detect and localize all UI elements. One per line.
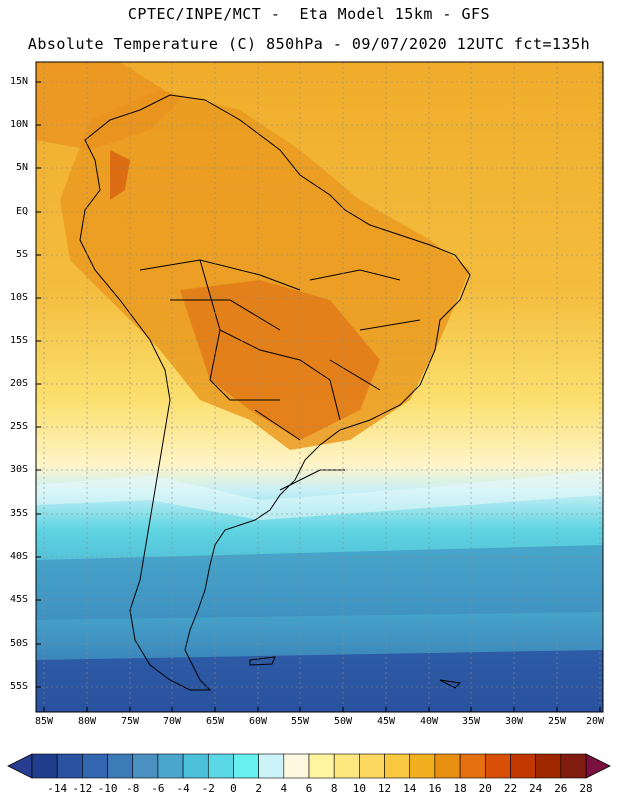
colorbar-swatch bbox=[459, 753, 486, 779]
map-frame bbox=[35, 61, 604, 713]
map-field bbox=[36, 62, 603, 712]
lat-label: 50S bbox=[9, 638, 28, 649]
colorbar-swatch bbox=[308, 753, 335, 779]
colorbar-swatch bbox=[132, 753, 159, 779]
lat-label: 10N bbox=[9, 119, 28, 130]
colorbar-label: 10 bbox=[352, 782, 366, 795]
colorbar-label: 20 bbox=[478, 782, 492, 795]
lon-label: 45W bbox=[376, 716, 396, 727]
colorbar-swatch bbox=[233, 753, 259, 779]
colorbar-label: -4 bbox=[176, 782, 190, 795]
lat-label: EQ bbox=[15, 206, 28, 217]
colorbar-label: -14 bbox=[47, 782, 68, 795]
lat-lon-grid bbox=[36, 62, 603, 712]
colorbar-label: 8 bbox=[330, 782, 338, 795]
lon-label: 60W bbox=[248, 716, 268, 727]
colorbar-swatch bbox=[258, 753, 285, 779]
lon-label: 55W bbox=[290, 716, 310, 727]
lon-label: 20W bbox=[585, 716, 605, 727]
colorbar-swatch bbox=[560, 753, 587, 779]
colorbar-swatch bbox=[384, 753, 411, 779]
colorbar-label: 22 bbox=[503, 782, 518, 795]
colorbar-label: -10 bbox=[97, 782, 118, 795]
lat-label: 10S bbox=[9, 292, 28, 303]
axis-ticks bbox=[36, 81, 601, 712]
lat-label: 45S bbox=[9, 594, 28, 605]
lon-label: 65W bbox=[205, 716, 225, 727]
lon-label: 50W bbox=[333, 716, 353, 727]
colorbar-swatch bbox=[535, 753, 562, 779]
colorbar-swatch bbox=[31, 753, 58, 779]
colorbar bbox=[7, 753, 611, 779]
colorbar-label: 16 bbox=[428, 782, 442, 795]
lat-label: 20S bbox=[9, 378, 28, 389]
colorbar-swatch bbox=[107, 753, 134, 779]
colorbar-label: 2 bbox=[255, 782, 262, 795]
colorbar-swatch bbox=[409, 753, 436, 779]
colorbar-swatch bbox=[434, 753, 461, 779]
colorbar-label: 14 bbox=[403, 782, 417, 795]
colorbar-label: 12 bbox=[377, 782, 392, 795]
lon-label: 35W bbox=[461, 716, 481, 727]
colorbar-swatch bbox=[157, 753, 184, 779]
lat-label: 5S bbox=[15, 249, 28, 260]
colorbar-label: 24 bbox=[529, 782, 543, 795]
lon-label: 75W bbox=[120, 716, 140, 727]
colorbar-swatch bbox=[82, 753, 108, 779]
colorbar-label: -2 bbox=[201, 782, 215, 795]
lat-label: 5N bbox=[15, 162, 28, 173]
colorbar-swatch bbox=[56, 753, 83, 779]
map-subtitle: Absolute Temperature (C) 850hPa - 09/07/… bbox=[27, 35, 591, 53]
colorbar-swatch bbox=[510, 753, 536, 779]
colorbar-label: -8 bbox=[126, 782, 140, 795]
colorbar-label: 4 bbox=[280, 782, 288, 795]
lon-label: 30W bbox=[504, 716, 524, 727]
lat-label: 15N bbox=[9, 76, 28, 87]
lon-label: 80W bbox=[77, 716, 97, 727]
lat-label: 55S bbox=[9, 681, 28, 692]
colorbar-label: 26 bbox=[554, 782, 568, 795]
lat-label: 25S bbox=[9, 421, 28, 432]
colorbar-swatch bbox=[333, 753, 360, 779]
colorbar-swatch bbox=[359, 753, 385, 779]
lon-label: 70W bbox=[162, 716, 182, 727]
colorbar-label: -12 bbox=[72, 782, 93, 795]
coastline bbox=[79, 94, 471, 691]
lat-label: 40S bbox=[9, 551, 28, 562]
colorbar-over-arrow bbox=[585, 753, 611, 779]
map-title: CPTEC/INPE/MCT - Eta Model 15km - GFS bbox=[127, 5, 491, 23]
colorbar-swatch bbox=[182, 753, 209, 779]
colorbar-under-arrow bbox=[7, 753, 33, 779]
lon-label: 25W bbox=[547, 716, 567, 727]
lon-label: 85W bbox=[34, 716, 54, 727]
lat-label: 30S bbox=[9, 464, 28, 475]
colorbar-label: 18 bbox=[453, 782, 467, 795]
colorbar-label: 0 bbox=[230, 782, 237, 795]
lon-label: 40W bbox=[419, 716, 439, 727]
colorbar-swatch bbox=[283, 753, 310, 779]
colorbar-label: 28 bbox=[579, 782, 593, 795]
lat-label: 35S bbox=[9, 508, 28, 519]
colorbar-label: 6 bbox=[305, 782, 313, 795]
lat-label: 15S bbox=[9, 335, 28, 346]
colorbar-swatch bbox=[207, 753, 234, 779]
colorbar-swatch bbox=[484, 753, 511, 779]
colorbar-label: -6 bbox=[151, 782, 165, 795]
